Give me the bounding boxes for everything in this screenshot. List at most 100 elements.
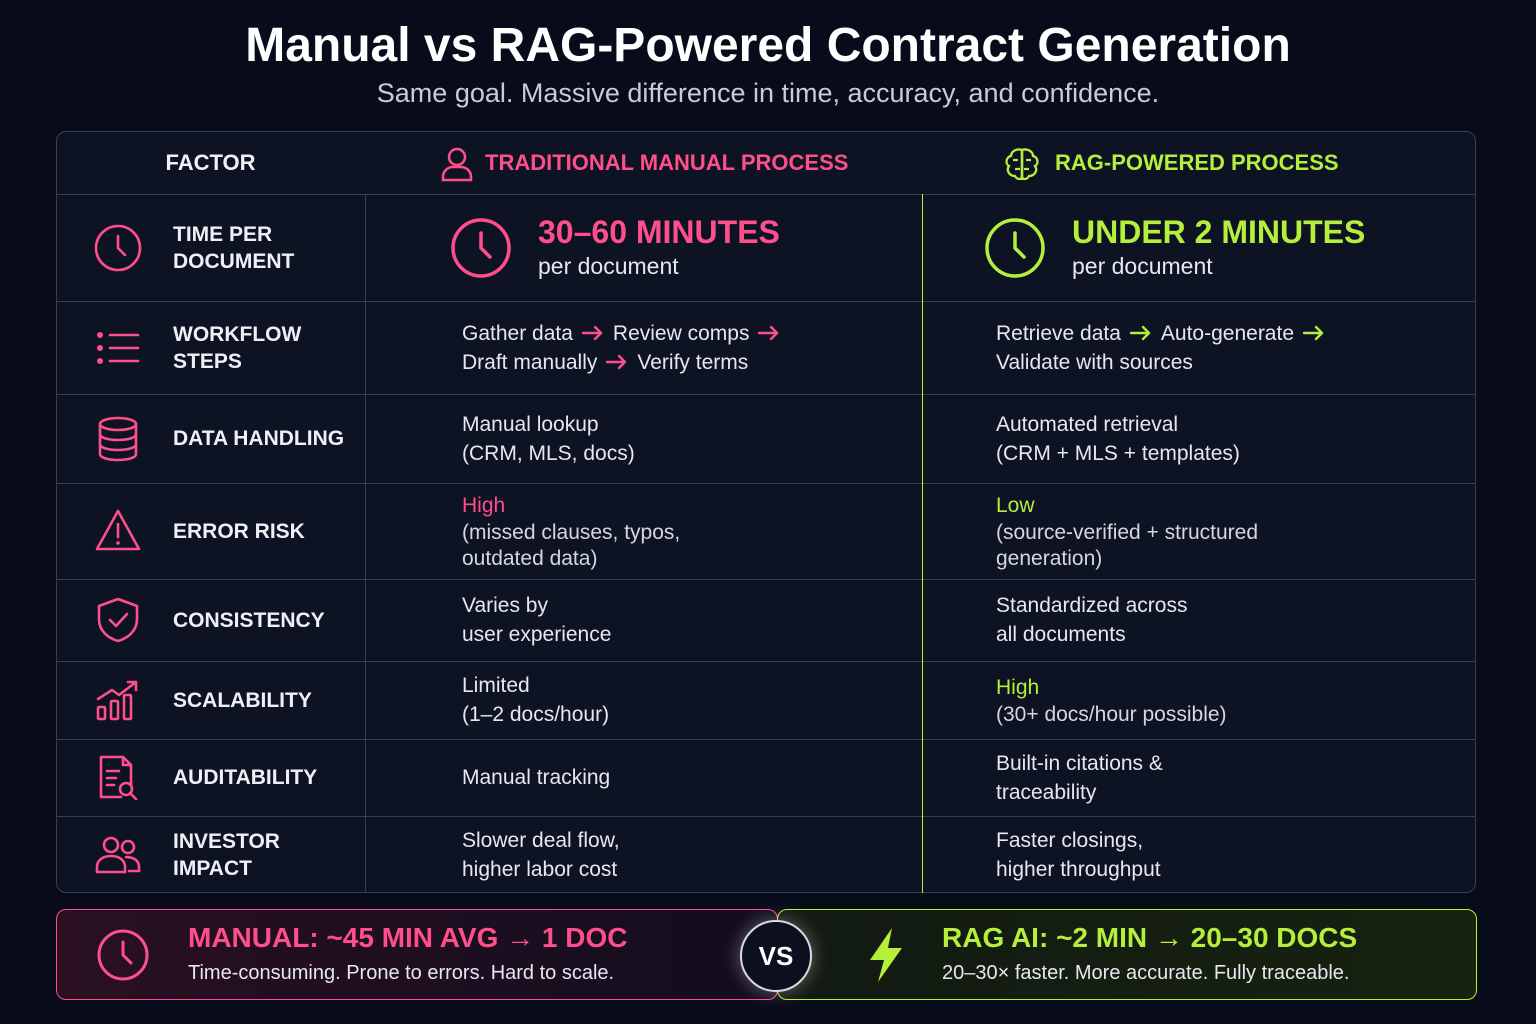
factor-icon — [96, 680, 138, 721]
cell-line: per document — [1072, 253, 1213, 279]
cell-line: Manual lookup — [462, 412, 599, 436]
factor: INVESTOR IMPACT — [173, 829, 280, 880]
factor: DATA HANDLING — [173, 427, 345, 450]
row-divider — [56, 483, 1476, 484]
arrow — [1129, 325, 1151, 341]
cell: Manual lookup (CRM, MLS, docs) — [462, 394, 902, 483]
cell: Slower deal flow, higher labor cost — [462, 816, 902, 893]
highlight: High — [462, 493, 506, 517]
highlight: High — [996, 675, 1040, 699]
cell-line: Manual tracking — [462, 766, 611, 789]
step-line: Validate with sources — [996, 348, 1456, 377]
arrow — [606, 354, 627, 370]
factor: CONSISTENCY — [173, 608, 325, 632]
cell: Built-in citations & traceability — [996, 739, 1456, 816]
highlight: Low — [996, 493, 1035, 517]
row-divider — [56, 194, 1476, 195]
factor: ERROR RISK — [173, 519, 305, 543]
cell: Varies by user experience — [462, 579, 902, 661]
cell-line: (CRM, MLS, docs) — [462, 441, 635, 465]
cell-line: per document — [538, 253, 679, 279]
row-divider — [56, 661, 1476, 662]
brain-icon — [1005, 148, 1039, 181]
factor: WORKFLOW STEPS — [173, 322, 302, 373]
manual-summary-title: MANUAL: ~45 MIN AVG → 1 DOC — [188, 922, 628, 953]
clock-icon — [985, 217, 1045, 278]
step-line: Draft manually Verify terms — [462, 348, 902, 377]
clock-icon — [451, 217, 511, 278]
row-divider — [56, 301, 1476, 302]
highlight: UNDER 2 MINUTES — [1072, 214, 1366, 250]
cell: Limited (1–2 docs/hour) — [462, 661, 902, 739]
cell-line: Varies by — [462, 594, 548, 617]
cell-line: outdated data) — [462, 546, 598, 570]
step: Review comps — [612, 321, 750, 345]
clock-icon — [97, 929, 149, 981]
cell: Low (source-verified + structured generati… — [996, 483, 1456, 579]
header-manual: TRADITIONAL MANUAL PROCESS — [485, 149, 849, 175]
cell-line: (1–2 docs/hour) — [462, 703, 610, 726]
subtitle: Same goal. Massive difference in time, a… — [376, 78, 1160, 108]
cell-line: traceability — [996, 780, 1097, 804]
header-rag: RAG-POWERED PROCESS — [1055, 149, 1339, 175]
step-line: Retrieve data Auto-generate — [996, 319, 1456, 348]
cell: Automated retrieval (CRM + MLS + template… — [996, 394, 1456, 483]
factor-icon — [94, 224, 142, 271]
cell-line: Faster closings, — [996, 828, 1144, 852]
factor: SCALABILITY — [173, 688, 312, 712]
step: Verify terms — [637, 350, 749, 374]
row-divider — [56, 739, 1476, 740]
step: Auto-generate — [1160, 321, 1295, 345]
step-line: Gather data Review comps — [462, 319, 902, 348]
rag-summary-text: 20–30× faster. More accurate. Fully trac… — [942, 962, 1350, 984]
arrow — [581, 325, 603, 341]
cell: High (missed clauses, typos, outdated data… — [462, 483, 902, 579]
factor-icon — [98, 416, 138, 461]
rag-summary-title: RAG AI: ~2 MIN → 20–30 DOCS — [942, 922, 1358, 953]
column-divider — [922, 194, 923, 893]
step: Draft manually — [462, 350, 598, 374]
cell-line: Automated retrieval — [996, 412, 1179, 436]
title: Manual vs RAG-Powered Contract Generatio… — [245, 19, 1291, 72]
cell-line: Standardized across — [996, 594, 1188, 617]
cell-line: (30+ docs/hour possible) — [996, 702, 1227, 726]
factor-icon — [95, 509, 141, 551]
table — [56, 131, 1476, 893]
cell: 30–60 MINUTES per document — [538, 194, 978, 301]
cell: Standardized across all documents — [996, 579, 1456, 661]
cell-line: (missed clauses, typos, — [462, 520, 681, 544]
factor-icon — [97, 331, 140, 364]
factor: TIME PER DOCUMENT — [173, 222, 295, 273]
arrow — [1302, 325, 1324, 341]
header-factor: FACTOR — [165, 149, 256, 175]
cell-line: user experience — [462, 623, 612, 646]
cell: UNDER 2 MINUTES per document — [1072, 194, 1532, 301]
cell: Gather data Review comps Draft manually Ver… — [462, 301, 902, 394]
cell-line: (CRM + MLS + templates) — [996, 441, 1240, 465]
cell-line: (source-verified + structured — [996, 520, 1259, 544]
cell: Manual tracking — [462, 739, 902, 816]
cell-line: all documents — [996, 623, 1126, 646]
cell-line: Built-in citations & — [996, 751, 1163, 775]
bolt-icon — [870, 928, 902, 982]
cell: Faster closings, higher throughput — [996, 816, 1456, 893]
cell: Retrieve data Auto-generate Validate with … — [996, 301, 1456, 394]
factor-icon — [95, 836, 141, 873]
vs-badge: VS — [740, 920, 812, 992]
person-icon — [441, 147, 473, 182]
factor-icon — [97, 597, 139, 643]
cell-line: generation) — [996, 546, 1103, 570]
highlight: 30–60 MINUTES — [538, 214, 780, 250]
manual-summary-text: Time-consuming. Prone to errors. Hard to… — [188, 962, 615, 984]
column-divider — [365, 194, 366, 893]
arrow — [758, 325, 779, 341]
factor: AUDITABILITY — [173, 766, 318, 789]
step: Validate with sources — [996, 350, 1193, 374]
row-divider — [56, 394, 1476, 395]
cell-line: Slower deal flow, — [462, 828, 620, 852]
step: Gather data — [462, 321, 573, 345]
cell: High (30+ docs/hour possible) — [996, 661, 1456, 739]
factor-icon — [99, 755, 138, 800]
row-divider — [56, 816, 1476, 817]
